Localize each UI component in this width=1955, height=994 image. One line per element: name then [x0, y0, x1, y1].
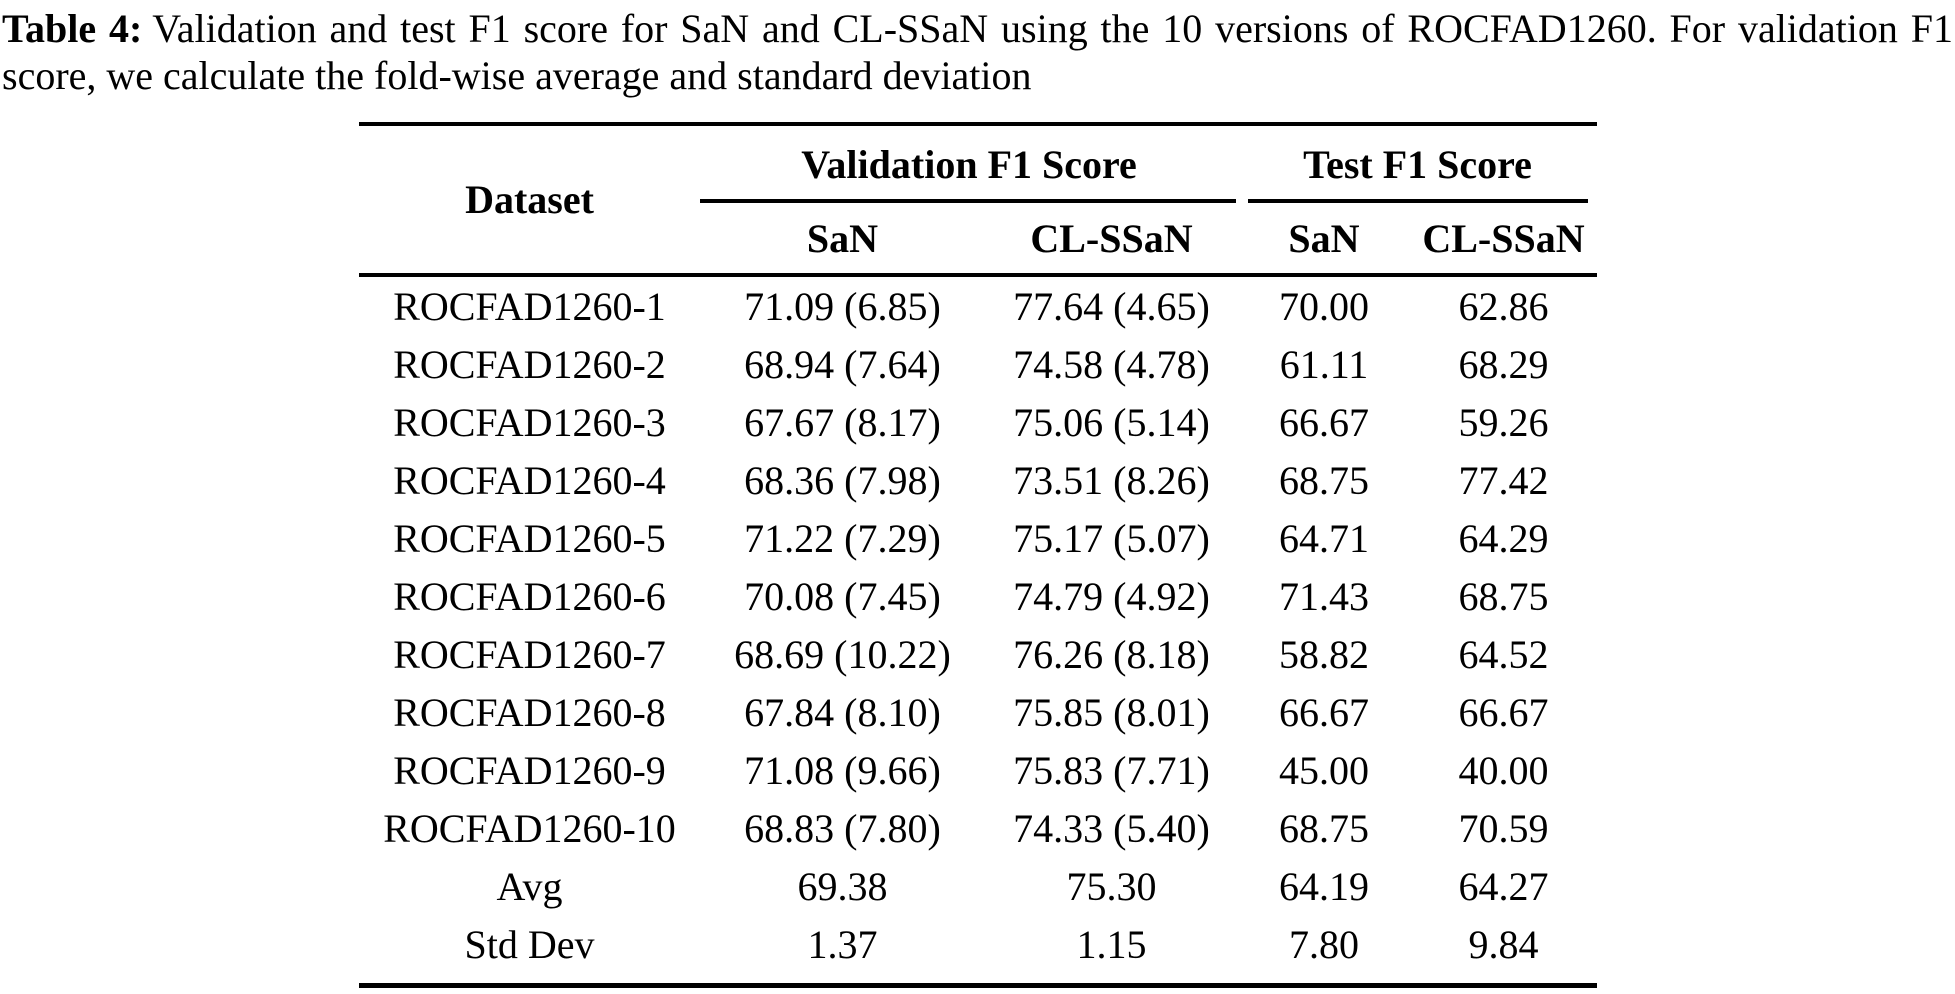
- dataset-cell: ROCFAD1260-6: [393, 573, 666, 619]
- table-row: ROCFAD1260-8 67.84 (8.10) 75.85 (8.01) 6…: [359, 683, 1597, 741]
- table-row-stddev: Std Dev 1.37 1.15 7.80 9.84: [359, 915, 1597, 983]
- value-cell: 68.94 (7.64): [744, 341, 941, 387]
- value-cell: 9.84: [1468, 921, 1539, 967]
- value-cell: 76.26 (8.18): [1013, 631, 1210, 677]
- value-cell: 67.84 (8.10): [744, 689, 941, 735]
- value-cell: 62.86: [1458, 283, 1549, 329]
- dataset-cell: ROCFAD1260-2: [393, 341, 666, 387]
- column-header-validation-san: SaN: [700, 203, 985, 277]
- value-cell: 77.64 (4.65): [1013, 283, 1210, 329]
- value-cell: 75.83 (7.71): [1013, 747, 1210, 793]
- value-cell: 71.08 (9.66): [744, 747, 941, 793]
- value-cell: 74.58 (4.78): [1013, 341, 1210, 387]
- dataset-cell: ROCFAD1260-7: [393, 631, 666, 677]
- value-cell: 68.83 (7.80): [744, 805, 941, 851]
- value-cell: 75.17 (5.07): [1013, 515, 1210, 561]
- caption-text-line2: score, we calculate the fold-wise averag…: [2, 53, 1032, 98]
- table-row: ROCFAD1260-6 70.08 (7.45) 74.79 (4.92) 7…: [359, 567, 1597, 625]
- value-cell: 68.75: [1458, 573, 1549, 619]
- header-sub-row: SaN CL-SSaN SaN CL-SSaN: [359, 203, 1597, 277]
- table-caption: Table 4: Validation and test F1 score for…: [0, 0, 1953, 99]
- value-cell: 77.42: [1458, 457, 1549, 503]
- value-cell: 59.26: [1458, 399, 1549, 445]
- caption-line-1: Table 4: Validation and test F1 score for…: [2, 5, 1953, 52]
- value-cell: 68.29: [1458, 341, 1549, 387]
- value-cell: 70.00: [1279, 283, 1369, 329]
- value-cell: 66.67: [1279, 689, 1369, 735]
- column-header-dataset: Dataset: [359, 126, 700, 277]
- table-row-avg: Avg 69.38 75.30 64.19 64.27: [359, 857, 1597, 915]
- value-cell: 67.67 (8.17): [744, 399, 941, 445]
- value-cell: 71.43: [1279, 573, 1369, 619]
- dataset-cell: ROCFAD1260-1: [393, 283, 666, 329]
- caption-label: Table 4:: [2, 6, 143, 51]
- table-row: ROCFAD1260-7 68.69 (10.22) 76.26 (8.18) …: [359, 625, 1597, 683]
- dataset-cell: ROCFAD1260-9: [393, 747, 666, 793]
- header-group-row: Dataset Validation F1 Score Test F1 Scor…: [359, 126, 1597, 277]
- value-cell: 70.08 (7.45): [744, 573, 941, 619]
- column-header-test-clssan: CL-SSaN: [1410, 203, 1597, 277]
- value-cell: 64.71: [1279, 515, 1369, 561]
- value-cell: 68.75: [1279, 457, 1369, 503]
- value-cell: 71.22 (7.29): [744, 515, 941, 561]
- column-header-validation-clssan: CL-SSaN: [985, 203, 1238, 277]
- value-cell: 40.00: [1458, 747, 1549, 793]
- table-row: ROCFAD1260-1 71.09 (6.85) 77.64 (4.65) 7…: [359, 277, 1597, 335]
- value-cell: 68.75: [1279, 805, 1369, 851]
- value-cell: 66.67: [1458, 689, 1549, 735]
- value-cell: 74.79 (4.92): [1013, 573, 1210, 619]
- value-cell: 64.29: [1458, 515, 1549, 561]
- value-cell: 75.30: [1066, 863, 1157, 909]
- table-row: ROCFAD1260-10 68.83 (7.80) 74.33 (5.40) …: [359, 799, 1597, 857]
- results-table-container: Dataset Validation F1 Score Test F1 Scor…: [359, 122, 1597, 988]
- table-row: ROCFAD1260-2 68.94 (7.64) 74.58 (4.78) 6…: [359, 335, 1597, 393]
- value-cell: 75.85 (8.01): [1013, 689, 1210, 735]
- value-cell: 58.82: [1279, 631, 1369, 677]
- caption-text-line1: Validation and test F1 score for SaN and…: [152, 6, 1953, 51]
- results-table: Dataset Validation F1 Score Test F1 Scor…: [359, 126, 1597, 983]
- value-cell: 73.51 (8.26): [1013, 457, 1210, 503]
- dataset-cell: ROCFAD1260-4: [393, 457, 666, 503]
- value-cell: 68.69 (10.22): [734, 631, 951, 677]
- dataset-cell: Avg: [496, 863, 563, 909]
- value-cell: 64.27: [1458, 863, 1549, 909]
- value-cell: 64.19: [1279, 863, 1369, 909]
- value-cell: 75.06 (5.14): [1013, 399, 1210, 445]
- column-header-test-san: SaN: [1238, 203, 1410, 277]
- value-cell: 45.00: [1279, 747, 1369, 793]
- dataset-cell: ROCFAD1260-3: [393, 399, 666, 445]
- value-cell: 64.52: [1458, 631, 1549, 677]
- value-cell: 70.59: [1458, 805, 1549, 851]
- dataset-cell: ROCFAD1260-8: [393, 689, 666, 735]
- value-cell: 68.36 (7.98): [744, 457, 941, 503]
- column-group-test: Test F1 Score: [1238, 126, 1597, 203]
- value-cell: 1.15: [1076, 921, 1147, 967]
- value-cell: 71.09 (6.85): [744, 283, 941, 329]
- dataset-cell: Std Dev: [464, 921, 595, 967]
- dataset-cell: ROCFAD1260-10: [383, 805, 676, 851]
- column-group-validation: Validation F1 Score: [700, 126, 1238, 203]
- table-row: ROCFAD1260-9 71.08 (9.66) 75.83 (7.71) 4…: [359, 741, 1597, 799]
- value-cell: 69.38: [797, 863, 888, 909]
- table-row: ROCFAD1260-3 67.67 (8.17) 75.06 (5.14) 6…: [359, 393, 1597, 451]
- dataset-cell: ROCFAD1260-5: [393, 515, 666, 561]
- value-cell: 66.67: [1279, 399, 1369, 445]
- value-cell: 7.80: [1289, 921, 1359, 967]
- value-cell: 61.11: [1279, 341, 1369, 387]
- value-cell: 74.33 (5.40): [1013, 805, 1210, 851]
- table-row: ROCFAD1260-5 71.22 (7.29) 75.17 (5.07) 6…: [359, 509, 1597, 567]
- value-cell: 1.37: [807, 921, 878, 967]
- table-row: ROCFAD1260-4 68.36 (7.98) 73.51 (8.26) 6…: [359, 451, 1597, 509]
